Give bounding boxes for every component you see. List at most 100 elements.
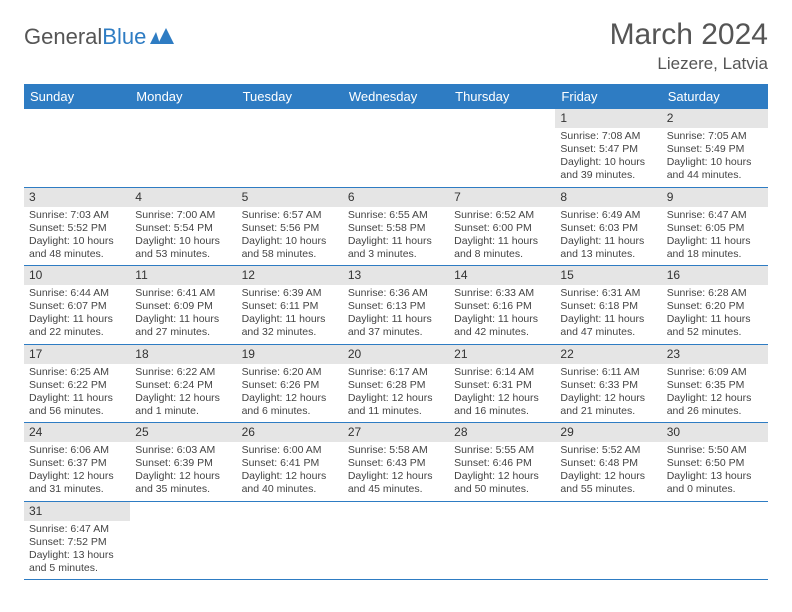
sunset-line: Sunset: 6:39 PM [135,457,231,470]
sunset-line: Sunset: 5:56 PM [242,222,338,235]
daylight-line: Daylight: 11 hours and 13 minutes. [560,235,656,261]
calendar-cell: 13Sunrise: 6:36 AMSunset: 6:13 PMDayligh… [343,266,449,344]
sunrise-line: Sunrise: 6:25 AM [29,366,125,379]
calendar-cell: 6Sunrise: 6:55 AMSunset: 5:58 PMDaylight… [343,188,449,266]
daylight-line: Daylight: 11 hours and 37 minutes. [348,313,444,339]
sunrise-line: Sunrise: 6:22 AM [135,366,231,379]
calendar-cell: 4 Sunrise: 7:00 AMSunset: 5:54 PMDaylight… [130,188,236,266]
title-block: March 2024 Liezere, Latvia [610,18,768,74]
day-details: Sunrise: 6:09 AMSunset: 6:35 PMDaylight:… [662,364,768,423]
daylight-line: Daylight: 12 hours and 31 minutes. [29,470,125,496]
day-number: 22 [555,345,661,364]
sunrise-line: Sunrise: 6:17 AM [348,366,444,379]
day-details: Sunrise: 6:52 AMSunset: 6:00 PMDaylight:… [449,207,555,266]
week-row: 24Sunrise: 6:06 AMSunset: 6:37 PMDayligh… [24,423,768,502]
sunset-line: Sunset: 6:48 PM [560,457,656,470]
calendar-cell: 24Sunrise: 6:06 AMSunset: 6:37 PMDayligh… [24,423,130,501]
sunset-line: Sunset: 6:50 PM [667,457,763,470]
calendar-cell: 17Sunrise: 6:25 AMSunset: 6:22 PMDayligh… [24,345,130,423]
day-number: 12 [237,266,343,285]
sunset-line: Sunset: 6:33 PM [560,379,656,392]
day-number: 5 [237,188,343,207]
sunrise-line: Sunrise: 7:08 AM [560,130,656,143]
day-number: 17 [24,345,130,364]
daylight-line: Daylight: 10 hours and 53 minutes. [135,235,231,261]
sunset-line: Sunset: 5:54 PM [135,222,231,235]
day-number: 18 [130,345,236,364]
daylight-line: Daylight: 11 hours and 8 minutes. [454,235,550,261]
day-number: 30 [662,423,768,442]
sunset-line: Sunset: 6:35 PM [667,379,763,392]
sunrise-line: Sunrise: 6:41 AM [135,287,231,300]
day-number: 23 [662,345,768,364]
daylight-line: Daylight: 10 hours and 44 minutes. [667,156,763,182]
sunrise-line: Sunrise: 6:52 AM [454,209,550,222]
daylight-line: Daylight: 11 hours and 32 minutes. [242,313,338,339]
daylight-line: Daylight: 10 hours and 39 minutes. [560,156,656,182]
daylight-line: Daylight: 12 hours and 1 minute. [135,392,231,418]
day-number: 20 [343,345,449,364]
week-row: 10Sunrise: 6:44 AMSunset: 6:07 PMDayligh… [24,266,768,345]
sunrise-line: Sunrise: 5:52 AM [560,444,656,457]
daylight-line: Daylight: 12 hours and 55 minutes. [560,470,656,496]
calendar-cell: 15Sunrise: 6:31 AMSunset: 6:18 PMDayligh… [555,266,661,344]
sunrise-line: Sunrise: 6:09 AM [667,366,763,379]
day-details: Sunrise: 6:55 AMSunset: 5:58 PMDaylight:… [343,207,449,266]
day-number: 26 [237,423,343,442]
sunset-line: Sunset: 6:03 PM [560,222,656,235]
logo-flag-icon [150,28,176,46]
day-number: 4 [130,188,236,207]
day-details: Sunrise: 6:31 AMSunset: 6:18 PMDaylight:… [555,285,661,344]
daylight-line: Daylight: 12 hours and 50 minutes. [454,470,550,496]
calendar-cell: 30Sunrise: 5:50 AMSunset: 6:50 PMDayligh… [662,423,768,501]
sunrise-line: Sunrise: 6:11 AM [560,366,656,379]
day-details: Sunrise: 5:58 AMSunset: 6:43 PMDaylight:… [343,442,449,501]
week-row: 17Sunrise: 6:25 AMSunset: 6:22 PMDayligh… [24,345,768,424]
day-details: Sunrise: 6:00 AMSunset: 6:41 PMDaylight:… [237,442,343,501]
sunrise-line: Sunrise: 6:36 AM [348,287,444,300]
day-header-cell: Wednesday [343,84,449,109]
day-details: Sunrise: 6:57 AMSunset: 5:56 PMDaylight:… [237,207,343,266]
day-number: 2 [662,109,768,128]
day-number: 8 [555,188,661,207]
day-details: Sunrise: 6:20 AMSunset: 6:26 PMDaylight:… [237,364,343,423]
day-details: Sunrise: 6:06 AMSunset: 6:37 PMDaylight:… [24,442,130,501]
day-header-cell: Thursday [449,84,555,109]
calendar-cell: 3Sunrise: 7:03 AMSunset: 5:52 PMDaylight… [24,188,130,266]
day-number: 3 [24,188,130,207]
sunrise-line: Sunrise: 6:20 AM [242,366,338,379]
sunset-line: Sunset: 6:43 PM [348,457,444,470]
sunrise-line: Sunrise: 6:33 AM [454,287,550,300]
day-header-cell: Sunday [24,84,130,109]
calendar-cell: 31Sunrise: 6:47 AMSunset: 7:52 PMDayligh… [24,502,130,580]
day-number: 6 [343,188,449,207]
daylight-line: Daylight: 11 hours and 52 minutes. [667,313,763,339]
calendar-cell [449,502,555,580]
day-details: Sunrise: 5:55 AMSunset: 6:46 PMDaylight:… [449,442,555,501]
day-details: Sunrise: 5:50 AMSunset: 6:50 PMDaylight:… [662,442,768,501]
day-number: 13 [343,266,449,285]
daylight-line: Daylight: 12 hours and 26 minutes. [667,392,763,418]
sunrise-line: Sunrise: 6:47 AM [29,523,125,536]
sunrise-line: Sunrise: 7:00 AM [135,209,231,222]
calendar-cell: 23Sunrise: 6:09 AMSunset: 6:35 PMDayligh… [662,345,768,423]
daylight-line: Daylight: 12 hours and 21 minutes. [560,392,656,418]
daylight-line: Daylight: 11 hours and 47 minutes. [560,313,656,339]
daylight-line: Daylight: 12 hours and 45 minutes. [348,470,444,496]
day-number: 27 [343,423,449,442]
day-details: Sunrise: 6:47 AMSunset: 6:05 PMDaylight:… [662,207,768,266]
daylight-line: Daylight: 10 hours and 48 minutes. [29,235,125,261]
sunset-line: Sunset: 6:09 PM [135,300,231,313]
daylight-line: Daylight: 12 hours and 11 minutes. [348,392,444,418]
calendar-cell [130,502,236,580]
day-details: Sunrise: 7:08 AMSunset: 5:47 PMDaylight:… [555,128,661,187]
calendar-cell [237,109,343,187]
sunrise-line: Sunrise: 6:00 AM [242,444,338,457]
calendar: SundayMondayTuesdayWednesdayThursdayFrid… [24,84,768,580]
daylight-line: Daylight: 11 hours and 42 minutes. [454,313,550,339]
calendar-cell: 22 Sunrise: 6:11 AMSunset: 6:33 PMDayligh… [555,345,661,423]
day-details: Sunrise: 6:49 AMSunset: 6:03 PMDaylight:… [555,207,661,266]
day-number: 28 [449,423,555,442]
sunset-line: Sunset: 5:49 PM [667,143,763,156]
calendar-cell: 20Sunrise: 6:17 AMSunset: 6:28 PMDayligh… [343,345,449,423]
